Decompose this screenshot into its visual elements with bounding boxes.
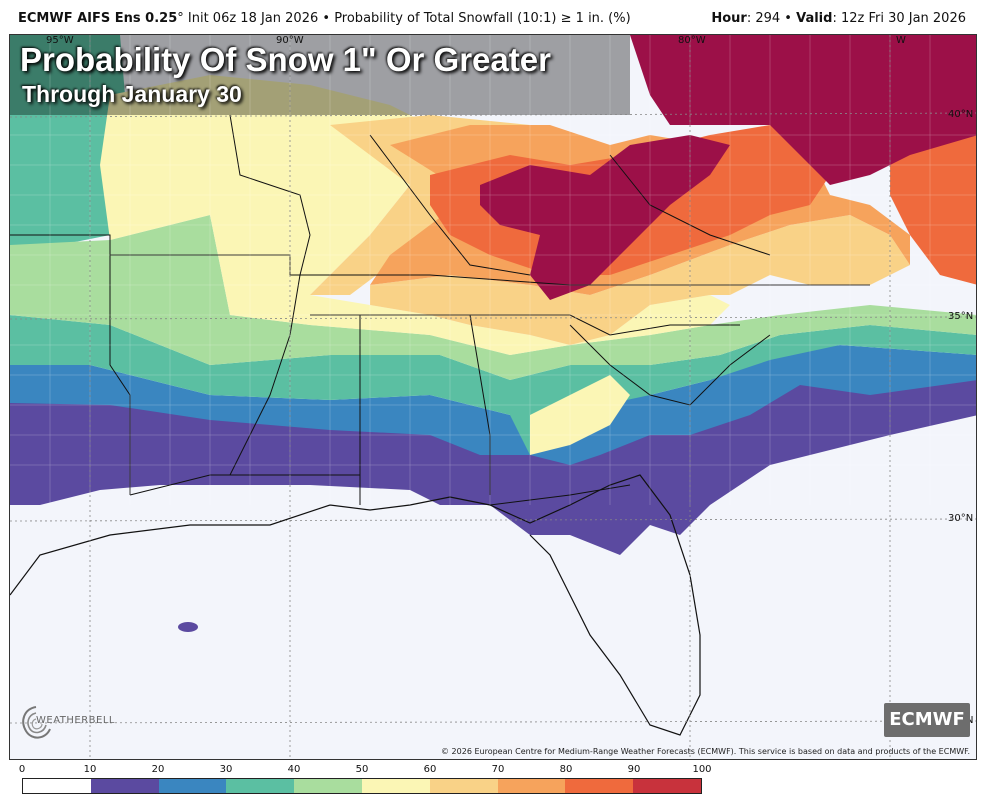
lon-label-90: 90°W [276,35,304,46]
legend-swatch [565,779,634,793]
ecmwf-badge: ECMWF [884,703,970,737]
legend-tick: 80 [559,764,573,775]
copyright-text: © 2026 European Centre for Medium-Range … [441,747,970,756]
model-name: ECMWF AIFS Ens 0.25 [18,11,178,26]
state-borders [10,114,870,506]
band-30-40 [10,315,976,455]
separator-2: • [784,11,792,26]
legend-swatch [23,779,91,793]
band-20-30 [10,345,976,465]
logo-text: WEATHERBELL [36,715,115,726]
map-title: Probability Of Snow 1" Or Greater [20,41,551,78]
legend-tick: 40 [287,764,301,775]
legend-tick: 70 [491,764,505,775]
legend-tick: 60 [423,764,437,775]
header-right: Hour: 294 • Valid: 12z Fri 30 Jan 2026 [711,11,966,26]
legend-swatch [90,779,159,793]
legend-tick: 100 [692,764,712,775]
legend-swatch [633,779,701,793]
legend-tick: 30 [219,764,233,775]
degree-sign: ° [177,11,184,26]
band-90-100 [480,135,730,300]
legend-swatch [158,779,227,793]
band-30-40-west [10,35,130,255]
lat-label-30: 30°N [948,513,974,524]
graticule [10,35,976,759]
valid-value: : 12z Fri 30 Jan 2026 [832,11,966,26]
band-50-60 [100,75,730,355]
lat-label-40: 40°N [948,109,974,120]
county-grid [10,35,976,505]
legend-swatch [294,779,362,793]
gulf-blob [178,622,198,632]
hour-value: : 294 [746,11,781,26]
band-60-70-east [370,215,910,345]
band-40-50 [10,215,976,380]
color-legend: 0 10 20 30 40 50 60 70 80 90 100 [18,764,712,804]
band-50-60-south [530,375,630,455]
legend-swatch [226,779,295,793]
init-time: Init 06z 18 Jan 2026 [187,11,319,26]
lon-label-75: W [896,35,906,46]
hour-label: Hour [711,11,747,26]
swirl-icon [22,706,51,739]
legend-swatch [361,779,430,793]
band-90-100-north [630,35,976,185]
legend-tick: 0 [18,764,26,775]
legend-tick: 90 [627,764,641,775]
valid-label: Valid [796,11,833,26]
legend-swatch [497,779,566,793]
map-subtitle: Through January 30 [22,81,242,107]
title-shade [10,35,630,115]
legend-tick: 50 [355,764,369,775]
legend-tick: 10 [83,764,97,775]
header-bar: ECMWF AIFS Ens 0.25° Init 06z 18 Jan 202… [0,0,984,34]
legend-tick: 20 [151,764,165,775]
lat-label-35: 35°N [948,311,974,322]
header-left: ECMWF AIFS Ens 0.25° Init 06z 18 Jan 202… [18,11,631,26]
forecast-map: Probability Of Snow 1" Or Greater Throug… [9,34,977,760]
lon-label-95: 95°W [46,35,74,46]
weatherbell-logo: WEATHERBELL [16,703,115,745]
separator: • [322,11,331,26]
band-80-90-east [890,125,976,285]
legend-color-bar [22,778,702,794]
lon-label-80: 80°W [678,35,706,46]
map-graphic [10,35,976,759]
coastline [10,474,701,736]
legend-ticks: 0 10 20 30 40 50 60 70 80 90 100 [18,764,712,778]
product-name: Probability of Total Snowfall (10:1) ≥ 1… [334,11,631,26]
legend-swatch [429,779,498,793]
